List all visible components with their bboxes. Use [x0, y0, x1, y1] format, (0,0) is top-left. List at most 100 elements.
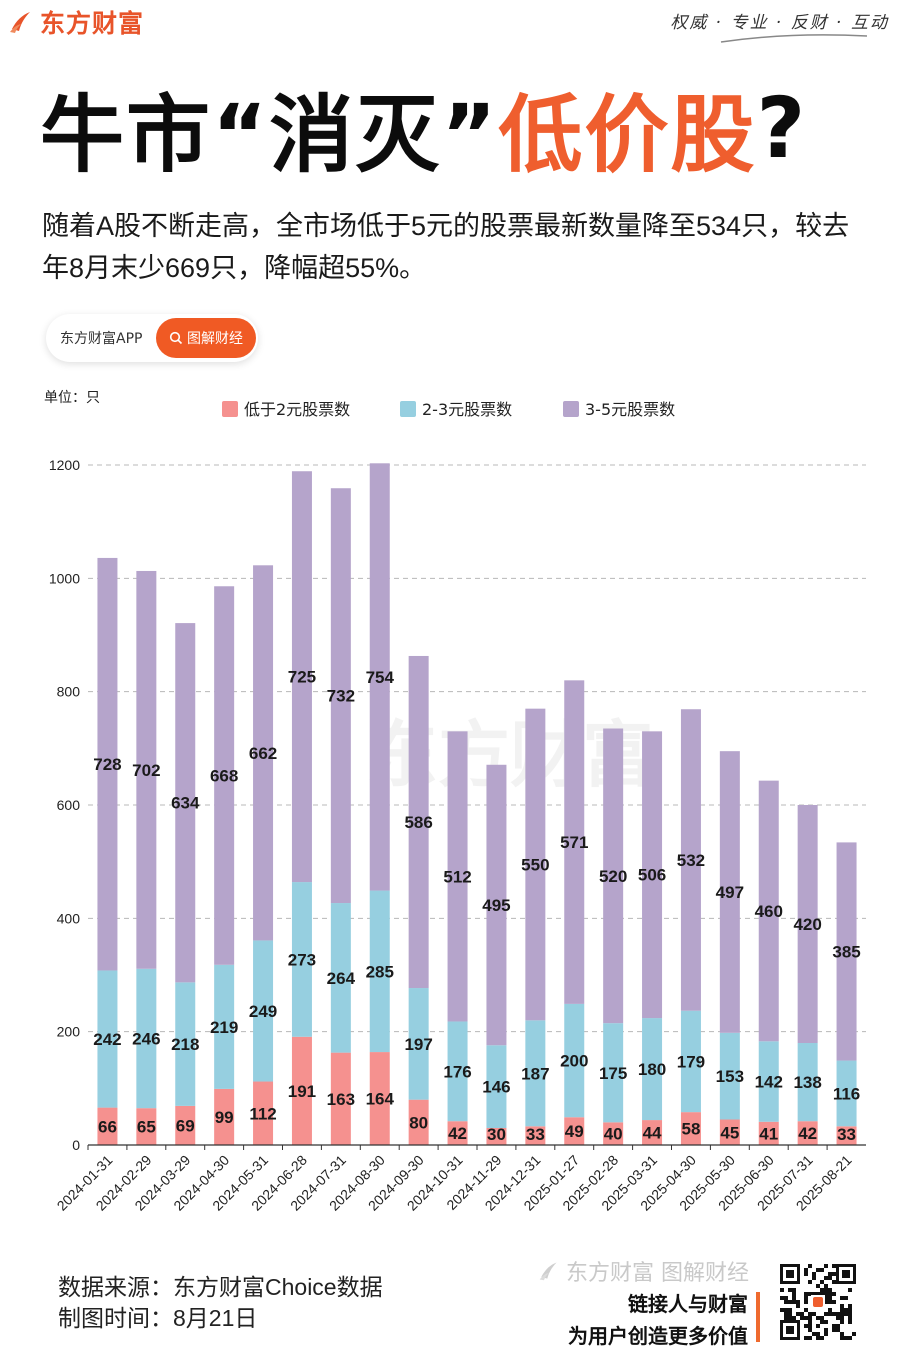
search-icon [169, 331, 183, 345]
footer-slogan-line-2: 为用户创造更多价值 [568, 1324, 748, 1348]
bar-segment-2 [408, 988, 429, 1100]
legend-label: 3-5元股票数 [585, 400, 675, 419]
data-label: 175 [599, 1064, 627, 1083]
data-label: 66 [98, 1117, 117, 1136]
data-label: 249 [249, 1002, 277, 1021]
data-label: 58 [681, 1120, 700, 1139]
bar-segment-2 [291, 882, 312, 1037]
data-label: 33 [526, 1125, 545, 1144]
source-block: 数据来源：东方财富Choice数据 制图时间：8月21日 [58, 1272, 383, 1334]
data-label: 65 [137, 1118, 156, 1137]
bar-segment-3 [408, 655, 429, 989]
bar-segment-3 [447, 731, 468, 1022]
bar-segment-1 [564, 1117, 585, 1145]
bar-segment-1 [175, 1105, 196, 1145]
legend-swatch [563, 401, 579, 417]
data-label: 176 [443, 1062, 471, 1081]
bar-segment-1 [836, 1126, 857, 1145]
data-label: 732 [327, 687, 355, 706]
bar-segment-1 [408, 1099, 429, 1145]
bar-segment-3 [330, 488, 351, 904]
bar-segment-1 [136, 1108, 157, 1145]
unit-label: 单位：只 [44, 390, 100, 406]
bar-segment-1 [291, 1036, 312, 1145]
data-label: 197 [404, 1035, 432, 1054]
data-label: 420 [793, 915, 821, 934]
data-label: 218 [171, 1035, 199, 1054]
source-value: 东方财富Choice数据 [173, 1274, 383, 1300]
footer-brand-text: 东方财富 图解财经 [566, 1261, 749, 1286]
data-label: 45 [720, 1123, 739, 1142]
date-value: 8月21日 [173, 1305, 258, 1331]
tujie-caijing-label: 图解财经 [187, 331, 243, 347]
data-label: 153 [716, 1067, 744, 1086]
bar-segment-2 [719, 1032, 740, 1120]
data-label: 571 [560, 833, 588, 852]
bar-segment-3 [758, 780, 779, 1042]
qr-code-icon[interactable] [778, 1262, 858, 1342]
data-label: 116 [833, 1084, 860, 1103]
data-label: 191 [288, 1082, 316, 1101]
title-part-2: 低价股 [498, 85, 757, 184]
data-label: 520 [599, 867, 627, 886]
bar-segment-1 [525, 1126, 546, 1145]
data-label: 200 [560, 1052, 588, 1071]
data-label: 264 [327, 969, 356, 988]
data-label: 285 [366, 962, 394, 981]
data-label: 163 [327, 1090, 355, 1109]
data-label: 495 [482, 896, 510, 915]
bar-segment-1 [642, 1120, 663, 1145]
data-label: 187 [521, 1064, 549, 1083]
bar-segment-2 [797, 1043, 818, 1122]
data-label: 42 [798, 1124, 817, 1143]
page-title: 牛市“消灭” 低价股 ? [40, 78, 807, 184]
bar-segment-2 [369, 890, 390, 1053]
tujie-caijing-button[interactable]: 图解财经 [156, 318, 256, 358]
data-label: 138 [793, 1073, 821, 1092]
bar-segment-1 [603, 1122, 624, 1145]
bar-segment-2 [525, 1020, 546, 1127]
bar-segment-1 [97, 1107, 118, 1145]
legend-item-2: 2-3元股票数 [400, 400, 512, 419]
y-tick-label: 1000 [49, 570, 80, 586]
bar-segment-2 [447, 1021, 468, 1122]
data-label: 33 [837, 1125, 856, 1144]
bar-segment-2 [330, 903, 351, 1053]
footer-accent-bar [756, 1292, 760, 1342]
subtitle: 随着A股不断走高，全市场低于5元的股票最新数量降至534只，较去年8月末少669… [42, 211, 850, 283]
bar-segment-3 [603, 728, 624, 1024]
data-label: 41 [759, 1124, 778, 1143]
bar-segment-3 [680, 709, 701, 1011]
bar-segment-3 [136, 570, 157, 969]
bar-segment-1 [758, 1121, 779, 1145]
legend-item-1: 低于2元股票数 [222, 400, 350, 419]
data-label: 662 [249, 744, 277, 763]
title-part-1: 牛市“消灭” [40, 85, 499, 184]
data-label: 164 [366, 1090, 395, 1109]
slogan-swoosh-icon [720, 34, 868, 43]
data-label: 385 [832, 942, 860, 961]
bar-segment-1 [330, 1052, 351, 1145]
data-label: 506 [638, 866, 666, 885]
bar-segment-1 [447, 1121, 468, 1145]
data-label: 460 [755, 902, 783, 921]
bar-segment-3 [175, 623, 196, 983]
data-label: 668 [210, 767, 238, 786]
bar-segment-2 [253, 940, 274, 1082]
footer-brand: 东方财富 图解财经 [538, 1255, 749, 1287]
bar-segment-1 [680, 1112, 701, 1145]
data-label: 273 [288, 950, 316, 969]
data-label: 69 [176, 1116, 195, 1135]
bar-segment-2 [642, 1018, 663, 1121]
data-label: 242 [93, 1030, 121, 1049]
data-label: 246 [132, 1029, 160, 1048]
data-label: 42 [448, 1124, 467, 1143]
data-label: 754 [366, 668, 395, 687]
app-pill[interactable]: 东方财富APP 图解财经 [46, 314, 258, 362]
y-tick-label: 400 [57, 910, 81, 926]
bar-segment-3 [642, 731, 663, 1019]
bar-segment-3 [97, 557, 118, 971]
bar-segment-2 [175, 982, 196, 1106]
bar-segment-2 [680, 1010, 701, 1113]
